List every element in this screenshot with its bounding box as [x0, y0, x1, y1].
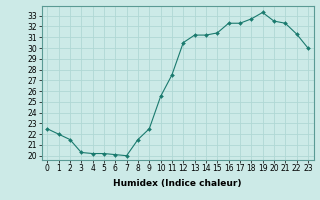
X-axis label: Humidex (Indice chaleur): Humidex (Indice chaleur) [113, 179, 242, 188]
